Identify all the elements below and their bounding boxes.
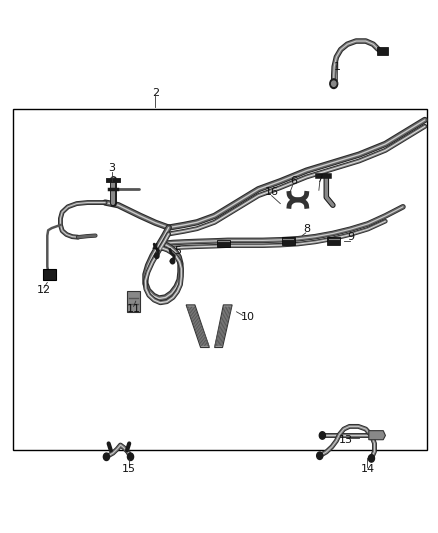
Text: 9: 9 [347,232,354,242]
Text: 5: 5 [174,246,181,255]
Circle shape [127,453,134,461]
Text: 13: 13 [339,435,353,445]
FancyBboxPatch shape [217,240,230,247]
Text: 1: 1 [334,62,341,71]
Bar [13,109,427,450]
Circle shape [330,79,338,88]
Text: 8: 8 [303,224,310,234]
Circle shape [103,453,110,461]
Text: 14: 14 [361,464,375,474]
Text: 11: 11 [127,304,141,314]
Text: 12: 12 [37,286,51,295]
Polygon shape [186,305,209,348]
Polygon shape [369,431,385,440]
Circle shape [155,253,159,259]
Circle shape [170,259,175,264]
FancyBboxPatch shape [327,237,340,245]
FancyBboxPatch shape [43,269,56,280]
Polygon shape [215,305,232,348]
Text: 6: 6 [290,176,297,186]
Circle shape [332,81,336,86]
FancyBboxPatch shape [282,237,295,245]
FancyBboxPatch shape [377,47,388,55]
Text: 2: 2 [152,88,159,98]
Circle shape [319,432,325,439]
Text: 16: 16 [265,187,279,197]
Circle shape [317,452,323,459]
FancyBboxPatch shape [127,291,140,312]
Text: 4: 4 [152,243,159,253]
Text: 10: 10 [240,312,254,322]
Text: 15: 15 [122,464,136,474]
Text: 3: 3 [108,163,115,173]
Text: 7: 7 [316,174,323,183]
Circle shape [368,455,374,462]
